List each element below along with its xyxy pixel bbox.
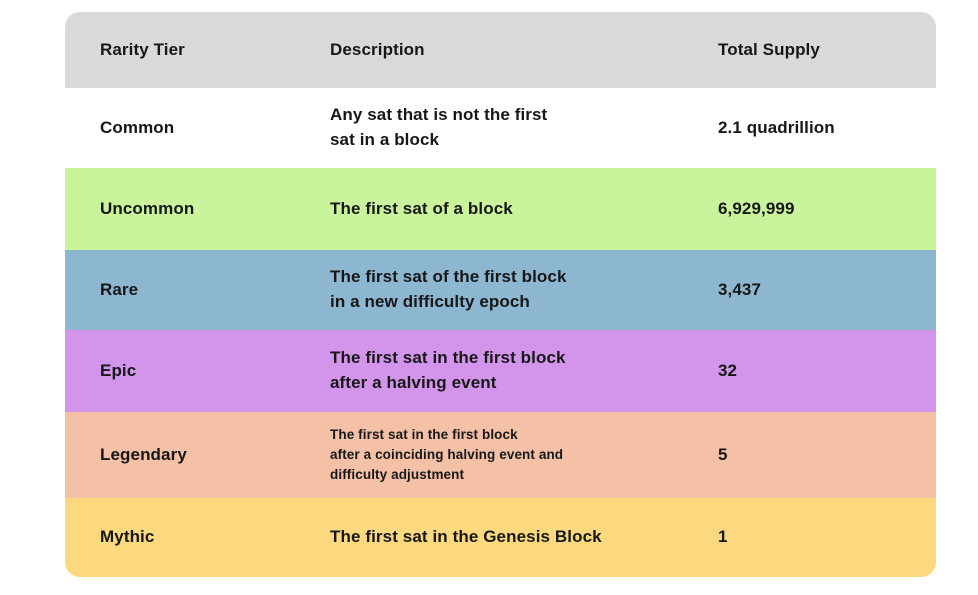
table-row-uncommon: Uncommon The first sat of a block 6,929,… [65,168,936,250]
rarity-tier-table: Rarity Tier Description Total Supply Com… [65,12,936,577]
header-description: Description [330,39,425,59]
header-rarity-tier: Rarity Tier [100,39,185,59]
tier-cell: Mythic [100,527,155,547]
description-cell: The first sat in the Genesis Block [330,527,602,547]
supply-cell: 1 [718,527,728,547]
table-row-legendary: Legendary The first sat in the first blo… [65,412,936,498]
table-row-mythic: Mythic The first sat in the Genesis Bloc… [65,498,936,577]
table-header-row: Rarity Tier Description Total Supply [65,12,936,88]
description-cell: The first sat in the first block after a… [330,348,566,392]
table-row-rare: Rare The first sat of the first block in… [65,250,936,330]
supply-cell: 32 [718,360,738,380]
tier-cell: Uncommon [100,198,195,218]
table-row-epic: Epic The first sat in the first block af… [65,330,936,412]
description-cell: The first sat of a block [330,198,513,218]
tier-cell: Common [100,117,175,137]
table-row-common: Common Any sat that is not the first sat… [65,88,936,168]
description-cell: The first sat of the first block in a ne… [330,267,567,311]
tier-cell: Rare [100,279,139,299]
supply-cell: 6,929,999 [718,198,795,218]
tier-cell: Epic [100,360,137,380]
supply-cell: 5 [718,444,728,464]
tier-cell: Legendary [100,444,187,464]
supply-cell: 2.1 quadrillion [718,117,835,137]
header-total-supply: Total Supply [718,39,820,59]
supply-cell: 3,437 [718,279,762,299]
description-cell: Any sat that is not the first sat in a b… [330,105,548,149]
description-cell: The first sat in the first block after a… [330,426,564,483]
